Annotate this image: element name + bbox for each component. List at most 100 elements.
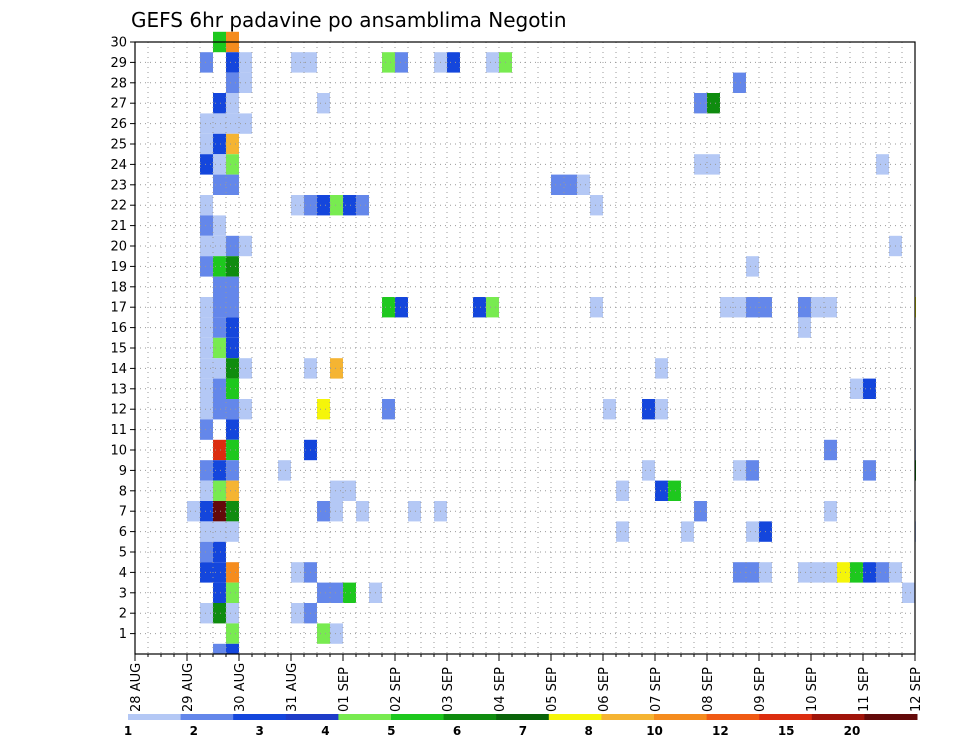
data-cell [395,297,408,318]
data-cell [226,562,239,583]
y-tick-label: 20 [110,240,127,255]
data-cell [226,297,239,318]
data-cell [213,297,226,318]
data-cell [213,215,226,236]
data-cell [850,562,863,583]
colorbar-swatch [496,714,550,720]
data-cell [317,623,330,644]
data-cell [733,297,746,318]
colorbar-swatch [233,714,287,720]
data-cell [226,582,239,603]
data-cell [720,297,733,318]
data-cell [330,501,343,522]
y-tick-label: 10 [110,444,127,459]
data-cell [213,378,226,399]
data-cell [226,235,239,257]
x-tick-label: 29 AUG [181,663,196,712]
data-cell [213,256,226,277]
data-cell [200,256,213,277]
x-tick-label: 09 SEP [753,667,768,712]
data-cell [330,582,343,603]
x-tick-label: 02 SEP [389,667,404,712]
data-cell [577,174,590,195]
data-cell [200,603,213,624]
data-cell [213,276,226,297]
data-cell [213,133,226,155]
data-cell [213,93,226,114]
data-cell [486,52,499,73]
data-cell [291,562,304,583]
y-tick-label: 27 [110,97,127,112]
data-cell [213,358,226,379]
data-cell [343,195,356,216]
data-cell [707,93,720,114]
data-cell [486,297,499,318]
data-cell [213,439,226,461]
x-tick-label: 05 SEP [545,667,560,712]
colorbar-label: 12 [712,724,729,738]
y-tick-label: 1 [119,627,127,642]
x-tick-label: 04 SEP [493,667,508,712]
x-tick-label: 08 SEP [701,667,716,712]
data-cell [317,195,330,216]
chart-title: GEFS 6hr padavine po ansamblima Negotin [131,8,567,32]
data-cell [200,501,213,522]
y-tick-label: 29 [110,56,127,71]
colorbar-swatch [338,714,392,720]
y-tick-label: 3 [119,586,127,601]
data-cell [551,174,564,195]
y-tick-label: 21 [110,219,127,234]
data-cell [200,399,213,420]
data-cell [291,195,304,216]
y-tick-label: 23 [110,178,127,193]
colorbar-swatch [443,714,497,720]
data-cell [226,399,239,420]
data-cell [226,72,239,93]
data-cell [616,480,629,501]
data-cell [226,378,239,399]
data-cell [213,521,226,542]
data-cell [213,460,226,481]
data-cell [291,603,304,624]
colorbar-swatch [391,714,445,720]
colorbar-swatch [128,714,182,720]
data-cell [200,378,213,399]
data-cell [837,562,850,583]
y-tick-label: 8 [119,484,127,499]
data-cell [603,399,616,420]
x-tick-label: 28 AUG [129,663,144,712]
y-tick-label: 19 [110,260,127,275]
y-tick-label: 6 [119,525,127,540]
y-tick-label: 5 [119,546,127,561]
data-cell [343,480,356,501]
data-cell [291,52,304,73]
data-cell [655,399,668,420]
data-cell [733,460,746,481]
colorbar-swatch [759,714,813,720]
data-cell [200,521,213,542]
y-tick-label: 12 [110,403,127,418]
data-cell [798,297,811,318]
x-tick-label: 11 SEP [857,667,872,712]
data-cell [226,154,239,175]
data-cell [213,541,226,563]
data-cell [226,643,239,654]
data-cell [226,93,239,114]
data-cell [226,623,239,644]
data-cell [200,317,213,338]
data-cell [226,501,239,522]
y-tick-label: 17 [110,301,127,316]
data-cell [473,297,486,318]
data-cell [317,93,330,114]
x-axis: 28 AUG 29 AUG 30 AUG 31 AUG 01 SEP 02 SEP 03 S… [129,654,924,712]
data-cell [330,623,343,644]
data-cell [733,72,746,93]
data-cell [200,113,213,134]
data-cell [798,562,811,583]
data-cell [213,154,226,175]
colorbar-label: 20 [844,724,861,738]
colorbar-label: 7 [519,724,527,738]
data-cell [746,521,759,542]
y-tick-label: 2 [119,607,127,622]
data-cell [876,154,889,175]
